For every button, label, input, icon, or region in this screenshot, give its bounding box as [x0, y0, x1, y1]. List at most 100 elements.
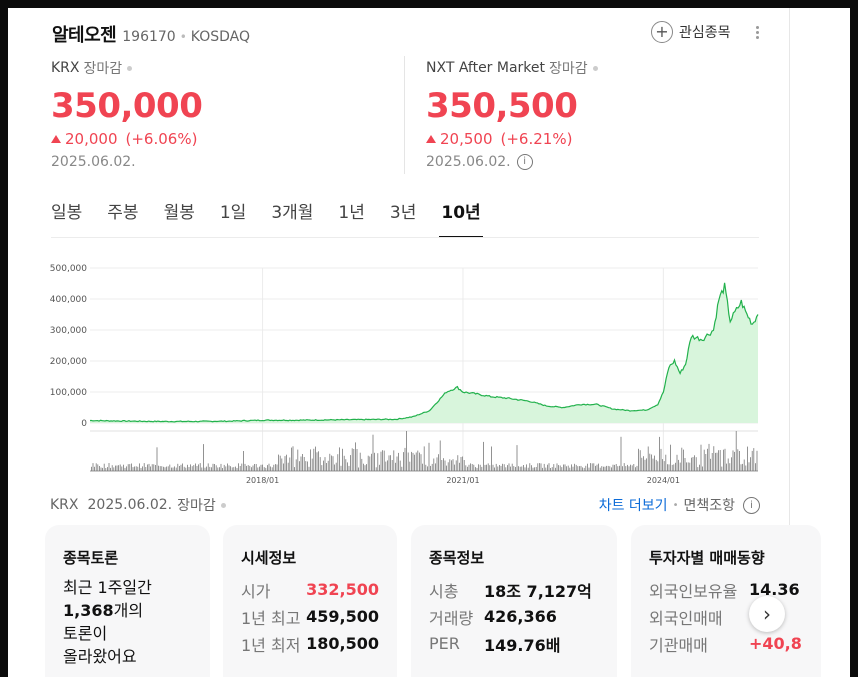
- volume-bar: [636, 465, 638, 471]
- krx-change: 20,000 (+6.06%): [51, 130, 202, 148]
- volume-bar: [158, 465, 159, 471]
- volume-bar: [633, 464, 635, 471]
- volume-bar: [454, 464, 455, 471]
- volume-bar: [601, 466, 603, 471]
- volume-bar: [743, 459, 745, 471]
- volume-bar: [430, 465, 431, 471]
- stock-info-card[interactable]: 종목정보 시총 18조 7,127억 거래량 426,366 PER 149.76배: [411, 525, 617, 677]
- volume-bar: [295, 459, 297, 471]
- volume-bar: [164, 467, 166, 471]
- volume-bar: [459, 462, 460, 471]
- price-line: [90, 282, 759, 423]
- volume-bar: [249, 465, 251, 471]
- krx-price-block: KRX 장마감 350,000 20,000 (+6.06%) 2025.06.…: [51, 58, 203, 170]
- volume-bar: [388, 455, 390, 471]
- volume-bar: [516, 445, 518, 471]
- volume-bar: [660, 448, 662, 471]
- favorite-label: 관심종목: [679, 25, 731, 41]
- volume-bar: [641, 457, 643, 471]
- nxt-price: 350,500: [426, 86, 578, 126]
- volume-bar: [521, 466, 523, 471]
- y-tick-label: 300,000: [50, 326, 87, 336]
- disclaimer-link[interactable]: 면책조항: [683, 498, 735, 514]
- volume-bar: [377, 453, 379, 471]
- footer-market: KRX: [50, 497, 79, 513]
- price-info-card[interactable]: 시세정보 시가 332,500 1년 최고 459,500 1년 최저 180,500: [223, 525, 397, 677]
- tab-monthly[interactable]: 월봉: [163, 203, 195, 223]
- volume-bar: [425, 464, 427, 471]
- volume-bar: [697, 467, 699, 471]
- volume-bar: [297, 449, 299, 471]
- investor-title: 투자자별 매매동향: [649, 549, 765, 567]
- volume-bar: [291, 447, 292, 471]
- volume-bar: [673, 464, 675, 471]
- krx-change-value: 20,000: [65, 130, 118, 148]
- period-tabs: 일봉 주봉 월봉 1일 3개월 1년 3년 10년: [51, 194, 506, 238]
- chart-more-link[interactable]: 차트 더보기: [598, 498, 668, 514]
- volume-bar: [622, 466, 623, 471]
- volume-bar: [350, 455, 351, 471]
- row-value: 149.76배: [484, 635, 561, 655]
- discussion-text: 최근 1주일간 1,368개의 토론이 올라왔어요: [63, 576, 192, 668]
- tab-3months[interactable]: 3개월: [271, 203, 314, 223]
- price-info-row: 시가 332,500: [241, 578, 379, 601]
- stock-info-row: 거래량 426,366: [429, 605, 599, 628]
- volume-bar: [289, 457, 291, 471]
- stock-name[interactable]: 알테오젠: [52, 25, 117, 46]
- volume-bar: [228, 465, 230, 471]
- krx-label: KRX: [51, 60, 80, 76]
- add-favorite-button[interactable]: + 관심종목: [651, 21, 731, 43]
- price-chart[interactable]: 500,000 400,000 300,000 200,000 100,000 0 201…: [8, 253, 768, 489]
- volume-bar: [703, 449, 705, 471]
- volume-bar: [710, 458, 711, 471]
- volume-bar: [670, 444, 671, 471]
- volume-bar: [566, 466, 567, 471]
- volume-bar: [188, 467, 190, 471]
- volume-bar: [569, 467, 571, 471]
- volume-bar: [367, 455, 369, 471]
- volume-bar: [534, 467, 535, 471]
- volume-bar: [190, 464, 191, 471]
- volume-bar: [433, 458, 435, 471]
- tab-10years[interactable]: 10년: [439, 194, 484, 238]
- volume-bar: [241, 463, 243, 471]
- more-options-button[interactable]: [750, 24, 764, 44]
- tab-weekly[interactable]: 주봉: [107, 203, 139, 223]
- volume-bar: [452, 459, 454, 471]
- panel-border: [789, 8, 790, 677]
- row-label: 1년 최저: [241, 635, 301, 655]
- volume-bar: [398, 452, 399, 471]
- tab-3years[interactable]: 3년: [389, 203, 417, 223]
- volume-bar: [620, 436, 622, 471]
- volume-bar: [483, 441, 484, 471]
- info-icon[interactable]: i: [743, 496, 760, 514]
- volume-bar: [679, 462, 681, 471]
- volume-bar: [222, 468, 223, 471]
- separator-dot: •: [179, 30, 187, 44]
- price-info-title: 시세정보: [241, 549, 297, 567]
- volume-bar: [399, 460, 401, 471]
- volume-bar: [323, 460, 324, 471]
- volume-bar: [395, 462, 396, 471]
- volume-bar: [198, 464, 199, 471]
- volume-bar: [543, 463, 545, 471]
- volume-bar: [321, 465, 323, 471]
- volume-bar: [588, 467, 590, 471]
- tab-1day[interactable]: 1일: [219, 203, 247, 223]
- volume-bar: [364, 465, 366, 471]
- volume-bar: [95, 463, 97, 471]
- info-icon[interactable]: i: [516, 154, 533, 170]
- discussion-card[interactable]: 종목토론 최근 1주일간 1,368개의 토론이 올라왔어요: [45, 525, 210, 677]
- volume-bar: [556, 463, 558, 471]
- tab-1year[interactable]: 1년: [338, 203, 365, 223]
- volume-bar: [551, 467, 553, 471]
- volume-bar: [150, 466, 151, 471]
- volume-bar: [707, 448, 708, 471]
- volume-bar: [119, 464, 121, 471]
- nxt-header: NXT After Market 장마감: [426, 58, 598, 78]
- volume-bar: [115, 465, 116, 471]
- tab-daily[interactable]: 일봉: [51, 203, 83, 223]
- volume-bar: [468, 464, 470, 471]
- next-cards-button[interactable]: ›: [749, 596, 785, 632]
